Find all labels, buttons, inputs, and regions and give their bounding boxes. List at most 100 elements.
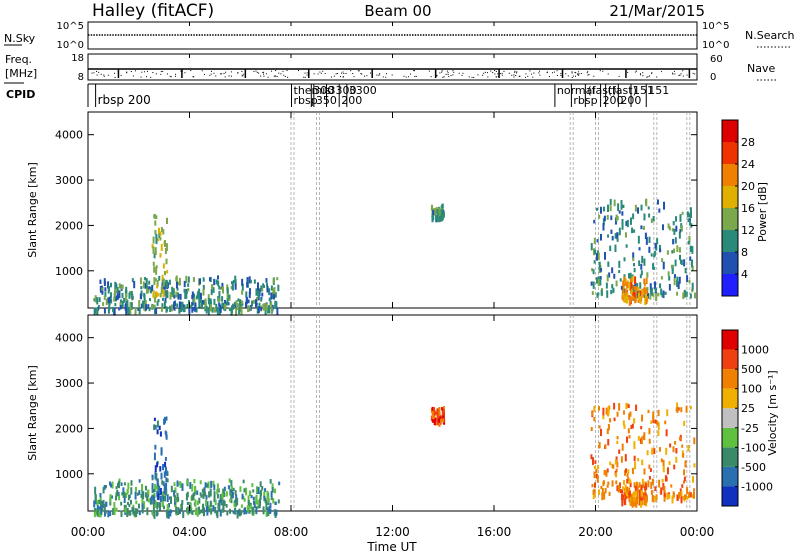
scatter-cell xyxy=(185,275,188,283)
scatter-cell xyxy=(119,299,122,303)
nave-point xyxy=(150,76,152,78)
scatter-cell xyxy=(643,258,646,266)
scatter-cell xyxy=(648,475,651,480)
scatter-cell xyxy=(626,473,629,477)
scatter-cell xyxy=(154,230,157,235)
scatter-cell xyxy=(147,304,150,310)
scatter-cell xyxy=(591,291,594,295)
nave-point xyxy=(103,75,105,77)
nave-point xyxy=(487,76,489,78)
scatter-cell xyxy=(252,489,255,493)
scatter-cell xyxy=(683,259,686,267)
scatter-cell xyxy=(662,459,665,467)
scatter-cell xyxy=(688,491,691,498)
scatter-cell xyxy=(218,290,221,297)
freq-right-tick-top: 60 xyxy=(710,54,723,65)
scatter-cell xyxy=(188,501,191,506)
scatter-cell xyxy=(639,274,642,279)
scatter-cell xyxy=(633,441,636,450)
scatter-cell xyxy=(683,290,686,298)
scatter-cell xyxy=(686,496,689,500)
scatter-cell xyxy=(625,244,628,248)
nave-point xyxy=(135,70,137,72)
scatter-cell xyxy=(205,305,208,314)
scatter-cell xyxy=(135,510,138,518)
scatter-cell xyxy=(120,482,123,486)
nave-point xyxy=(276,76,278,78)
scatter-cell xyxy=(164,456,167,461)
nave-point xyxy=(552,72,554,74)
scatter-cell xyxy=(276,277,279,281)
scatter-cell xyxy=(652,293,655,297)
scatter-cell xyxy=(152,494,155,499)
nave-point xyxy=(580,73,582,75)
nave-point xyxy=(126,72,128,74)
scatter-cell xyxy=(627,273,630,279)
scatter-cell xyxy=(260,285,263,289)
scatter-cell xyxy=(267,508,270,512)
scatter-cell xyxy=(93,510,96,518)
scatter-cell xyxy=(193,293,196,302)
scatter-cell xyxy=(264,497,267,504)
scatter-cell xyxy=(628,491,631,497)
nsky-label: N.Sky xyxy=(4,32,36,45)
scatter-cell xyxy=(618,403,621,411)
nave-point xyxy=(120,74,122,76)
scatter-cell xyxy=(261,486,264,491)
nave-point xyxy=(360,73,362,75)
scatter-cell xyxy=(140,483,143,492)
nave-point xyxy=(533,72,535,74)
scatter-cell xyxy=(107,510,110,518)
scatter-cell xyxy=(592,489,595,495)
scatter-cell xyxy=(248,306,251,312)
scatter-cell xyxy=(114,282,117,288)
scatter-cell xyxy=(636,496,639,505)
scatter-cell xyxy=(144,485,147,491)
scatter-cell xyxy=(623,298,626,303)
scatter-cell xyxy=(226,301,229,306)
scatter-cell xyxy=(616,436,619,440)
scatter-cell xyxy=(645,289,648,294)
scatter-cell xyxy=(631,497,634,505)
scatter-cell xyxy=(652,216,655,222)
scatter-cell xyxy=(160,227,163,233)
nave-point xyxy=(434,71,436,73)
scatter-cell xyxy=(601,487,604,496)
scatter-cell xyxy=(597,252,600,261)
scatter-cell xyxy=(640,436,643,445)
scatter-cell xyxy=(196,510,199,517)
nave-point xyxy=(497,73,499,75)
nave-point xyxy=(275,70,277,72)
scatter-cell xyxy=(622,280,625,287)
nave-point xyxy=(385,73,387,75)
scatter-cell xyxy=(689,405,692,410)
nave-point xyxy=(674,73,676,75)
nave-point xyxy=(322,70,324,72)
scatter-cell xyxy=(213,491,216,500)
scatter-cell xyxy=(135,500,138,505)
scatter-cell xyxy=(160,243,163,251)
scatter-cell xyxy=(628,285,631,291)
scatter-cell xyxy=(683,476,686,482)
scatter-cell xyxy=(622,420,625,426)
scatter-cell xyxy=(257,486,260,494)
scatter-cell xyxy=(441,203,444,209)
nave-point xyxy=(91,72,93,74)
scatter-cell xyxy=(116,293,119,300)
scatter-cell xyxy=(204,482,207,488)
nave-point xyxy=(274,75,276,77)
nave-point xyxy=(428,70,430,72)
scatter-cell xyxy=(256,505,259,509)
scatter-cell xyxy=(624,500,627,506)
scatter-cell xyxy=(637,287,640,292)
scatter-cell xyxy=(660,288,663,296)
scatter-cell xyxy=(629,411,632,417)
scatter-cell xyxy=(600,268,603,272)
nave-point xyxy=(519,75,521,77)
scatter-cell xyxy=(625,489,628,497)
colorbar-tick-label: -500 xyxy=(741,461,766,474)
scatter-cell xyxy=(681,484,684,488)
scatter-cell xyxy=(610,229,613,234)
scatter-cell xyxy=(634,489,637,496)
scatter-cell xyxy=(626,486,629,493)
